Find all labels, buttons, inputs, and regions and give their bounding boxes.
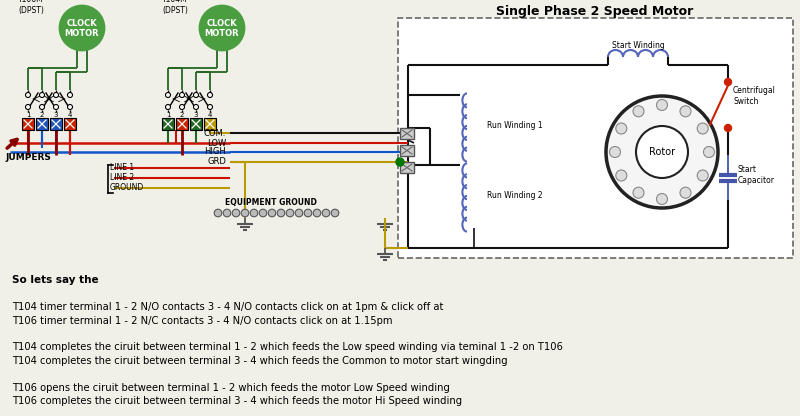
Circle shape (166, 104, 170, 109)
Text: MOTOR: MOTOR (205, 29, 239, 37)
Bar (50, 118, 62, 130)
Circle shape (194, 104, 198, 109)
Circle shape (633, 187, 644, 198)
Bar (22, 118, 34, 130)
Circle shape (26, 92, 30, 97)
Text: T106M
(DPST): T106M (DPST) (18, 0, 44, 15)
Circle shape (698, 170, 708, 181)
Circle shape (67, 104, 73, 109)
Text: 3: 3 (54, 112, 58, 118)
Text: Run Winding 1: Run Winding 1 (487, 121, 542, 129)
Circle shape (179, 104, 185, 109)
Circle shape (207, 92, 213, 97)
Circle shape (54, 104, 58, 109)
Circle shape (680, 187, 691, 198)
Circle shape (295, 209, 302, 217)
Bar (162, 118, 174, 130)
Text: 1: 1 (166, 112, 170, 118)
Text: GROUND: GROUND (110, 183, 144, 193)
Circle shape (725, 79, 731, 86)
Circle shape (207, 104, 213, 109)
Text: T104 completes the ciruit between terminal 1 - 2 which feeds the Low speed windi: T104 completes the ciruit between termin… (12, 342, 563, 352)
Text: LINE 2: LINE 2 (110, 173, 134, 183)
Text: T104 timer terminal 1 - 2 N/O contacts 3 - 4 N/O contacts click on at 1pm & clic: T104 timer terminal 1 - 2 N/O contacts 3… (12, 302, 443, 312)
Circle shape (610, 146, 621, 158)
Circle shape (39, 92, 45, 97)
Bar (190, 118, 202, 130)
Text: T106 opens the ciruit between terminal 1 - 2 which feeds the motor Low Speed win: T106 opens the ciruit between terminal 1… (12, 383, 450, 393)
Text: 1: 1 (26, 112, 30, 118)
Text: LOW: LOW (206, 139, 226, 148)
Circle shape (616, 123, 626, 134)
Text: Start
Capacitor: Start Capacitor (738, 165, 775, 185)
Text: HIGH: HIGH (204, 148, 226, 156)
Text: Rotor: Rotor (649, 147, 675, 157)
Circle shape (616, 170, 626, 181)
Text: Single Phase 2 Speed Motor: Single Phase 2 Speed Motor (496, 5, 694, 17)
Circle shape (26, 104, 30, 109)
Circle shape (39, 104, 45, 109)
Circle shape (725, 124, 731, 131)
Bar (176, 118, 188, 130)
Circle shape (322, 209, 330, 217)
Text: Start Winding: Start Winding (612, 42, 664, 50)
Text: EQUIPMENT GROUND: EQUIPMENT GROUND (225, 198, 317, 208)
Bar (400, 162, 414, 173)
Circle shape (286, 209, 294, 217)
Text: 2: 2 (180, 112, 184, 118)
Text: JUMPERS: JUMPERS (5, 154, 51, 163)
Circle shape (304, 209, 312, 217)
Circle shape (268, 209, 276, 217)
Circle shape (680, 106, 691, 117)
Bar (204, 118, 216, 130)
Circle shape (396, 158, 404, 166)
Circle shape (54, 92, 58, 97)
Circle shape (166, 92, 170, 97)
FancyBboxPatch shape (398, 18, 793, 258)
Circle shape (633, 106, 644, 117)
Circle shape (259, 209, 267, 217)
Text: Run Winding 2: Run Winding 2 (487, 191, 542, 200)
Text: Centrifugal
Switch: Centrifugal Switch (733, 86, 776, 106)
Circle shape (331, 209, 339, 217)
Circle shape (232, 209, 240, 217)
Bar (400, 128, 414, 139)
Text: T104M
(DPST): T104M (DPST) (162, 0, 188, 15)
Circle shape (698, 123, 708, 134)
Circle shape (250, 209, 258, 217)
Text: COM.: COM. (204, 129, 226, 138)
Bar (400, 145, 414, 156)
Text: 3: 3 (194, 112, 198, 118)
Circle shape (657, 99, 667, 111)
Bar (36, 118, 48, 130)
Circle shape (223, 209, 231, 217)
Circle shape (194, 92, 198, 97)
Text: GRD: GRD (207, 158, 226, 166)
Text: T106 timer terminal 1 - 2 N/C contacts 3 - 4 N/O contacts click on at 1.15pm: T106 timer terminal 1 - 2 N/C contacts 3… (12, 315, 393, 325)
Text: LINE 1: LINE 1 (110, 163, 134, 173)
Circle shape (214, 209, 222, 217)
Circle shape (200, 6, 244, 50)
Circle shape (60, 6, 104, 50)
Text: MOTOR: MOTOR (65, 29, 99, 37)
Circle shape (179, 92, 185, 97)
Text: CLOCK: CLOCK (66, 18, 98, 27)
Text: So lets say the: So lets say the (12, 275, 98, 285)
Bar (64, 118, 76, 130)
Circle shape (606, 96, 718, 208)
Text: 4: 4 (68, 112, 72, 118)
Circle shape (67, 92, 73, 97)
Circle shape (277, 209, 285, 217)
Circle shape (636, 126, 688, 178)
Circle shape (657, 193, 667, 205)
Text: T104 completes the ciruit between terminal 3 - 4 which feeds the Common to motor: T104 completes the ciruit between termin… (12, 356, 508, 366)
Text: 4: 4 (208, 112, 212, 118)
Circle shape (314, 209, 321, 217)
Text: 2: 2 (40, 112, 44, 118)
Text: CLOCK: CLOCK (206, 18, 238, 27)
Circle shape (703, 146, 714, 158)
Text: T106 completes the ciruit between terminal 3 - 4 which feeds the motor Hi Speed : T106 completes the ciruit between termin… (12, 396, 462, 406)
Circle shape (242, 209, 249, 217)
